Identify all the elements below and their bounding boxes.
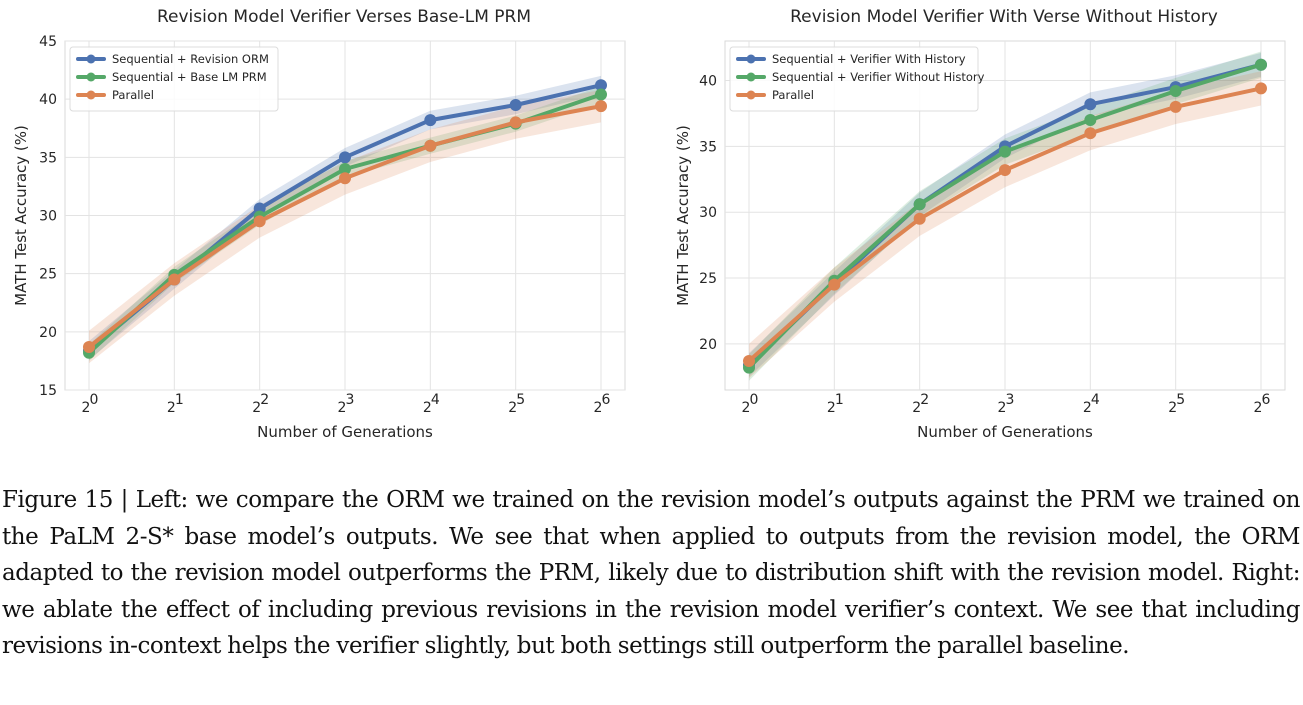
series-band — [749, 52, 1261, 377]
data-point — [999, 164, 1011, 177]
data-point — [339, 162, 351, 175]
data-point — [83, 340, 95, 353]
x-tick-label: 2 — [423, 400, 432, 416]
data-point — [1169, 100, 1182, 113]
series-band — [89, 75, 601, 360]
x-tick-label: 2 — [252, 400, 261, 416]
data-point — [595, 88, 607, 101]
y-axis-label: MATH Test Accuracy (%) — [674, 125, 692, 306]
data-point — [1255, 82, 1267, 95]
chart-title: Revision Model Verifier With Verse Witho… — [790, 7, 1218, 27]
y-tick-label: 35 — [699, 139, 717, 155]
x-tick-exponent: 1 — [175, 392, 184, 408]
series-band — [749, 51, 1261, 381]
x-tick-label: 2 — [827, 400, 836, 416]
data-point — [1084, 127, 1097, 140]
data-point — [743, 355, 755, 368]
x-tick-label: 2 — [912, 400, 921, 416]
data-point — [828, 278, 841, 291]
legend-marker — [86, 90, 96, 100]
x-tick-label: 2 — [742, 400, 751, 416]
x-tick-exponent: 2 — [920, 392, 929, 408]
x-tick-exponent: 0 — [90, 392, 99, 408]
x-axis-label: Number of Generations — [257, 423, 433, 441]
y-tick-label: 40 — [39, 92, 57, 108]
y-tick-label: 40 — [699, 74, 717, 90]
x-tick-label: 2 — [1254, 400, 1263, 416]
data-point — [424, 114, 437, 127]
data-point — [913, 212, 926, 225]
y-tick-label: 15 — [39, 383, 57, 399]
data-point — [1084, 114, 1097, 127]
x-tick-exponent: 5 — [1176, 392, 1185, 408]
data-point — [1169, 85, 1182, 98]
legend-label: Sequential + Verifier With History — [772, 52, 966, 66]
x-tick-label: 2 — [998, 400, 1007, 416]
y-tick-label: 35 — [39, 150, 57, 166]
data-point — [339, 151, 351, 164]
x-tick-exponent: 3 — [1006, 392, 1015, 408]
legend-marker — [746, 54, 756, 64]
legend-marker — [86, 54, 96, 64]
y-tick-label: 30 — [699, 205, 717, 221]
series-band — [749, 71, 1261, 379]
data-point — [168, 273, 181, 286]
y-axis-label: MATH Test Accuracy (%) — [12, 125, 30, 306]
legend-label: Sequential + Verifier Without History — [772, 70, 985, 84]
y-tick-label: 20 — [699, 337, 717, 353]
legend-label: Sequential + Base LM PRM — [112, 70, 267, 84]
legend-label: Parallel — [772, 88, 814, 102]
x-tick-exponent: 1 — [835, 392, 844, 408]
x-tick-exponent: 0 — [750, 392, 759, 408]
legend-marker — [746, 72, 756, 82]
figure-caption: Figure 15 | Left: we compare the ORM we … — [2, 487, 1300, 659]
y-tick-label: 45 — [39, 34, 57, 50]
x-tick-exponent: 2 — [260, 392, 269, 408]
legend-marker — [746, 90, 756, 100]
data-point — [509, 116, 522, 129]
x-axis-label: Number of Generations — [917, 423, 1093, 441]
data-point — [999, 145, 1011, 158]
x-tick-label: 2 — [594, 400, 603, 416]
data-point — [1084, 98, 1097, 111]
data-point — [509, 98, 522, 111]
data-point — [339, 172, 351, 185]
data-point — [424, 139, 437, 152]
x-tick-exponent: 4 — [431, 392, 440, 408]
x-tick-label: 2 — [1168, 400, 1177, 416]
data-point — [253, 215, 266, 228]
y-tick-label: 25 — [699, 271, 717, 287]
y-tick-label: 30 — [39, 209, 57, 225]
x-tick-label: 2 — [1083, 400, 1092, 416]
chart-title: Revision Model Verifier Verses Base-LM P… — [157, 7, 531, 27]
legend — [729, 46, 979, 112]
x-tick-exponent: 4 — [1091, 392, 1100, 408]
data-point — [913, 198, 926, 211]
y-tick-label: 25 — [39, 267, 57, 283]
legend — [69, 46, 279, 112]
y-tick-label: 20 — [39, 325, 57, 341]
x-tick-exponent: 5 — [516, 392, 525, 408]
legend-label: Parallel — [112, 88, 154, 102]
x-tick-exponent: 6 — [602, 392, 611, 408]
x-tick-label: 2 — [508, 400, 517, 416]
data-point — [595, 79, 607, 92]
x-tick-label: 2 — [338, 400, 347, 416]
legend-label: Sequential + Revision ORM — [112, 52, 269, 66]
data-point — [1255, 58, 1267, 71]
x-tick-exponent: 3 — [346, 392, 355, 408]
x-tick-label: 2 — [167, 400, 176, 416]
x-tick-label: 2 — [82, 400, 91, 416]
x-tick-exponent: 6 — [1262, 392, 1271, 408]
data-point — [595, 100, 607, 113]
legend-marker — [86, 72, 96, 82]
